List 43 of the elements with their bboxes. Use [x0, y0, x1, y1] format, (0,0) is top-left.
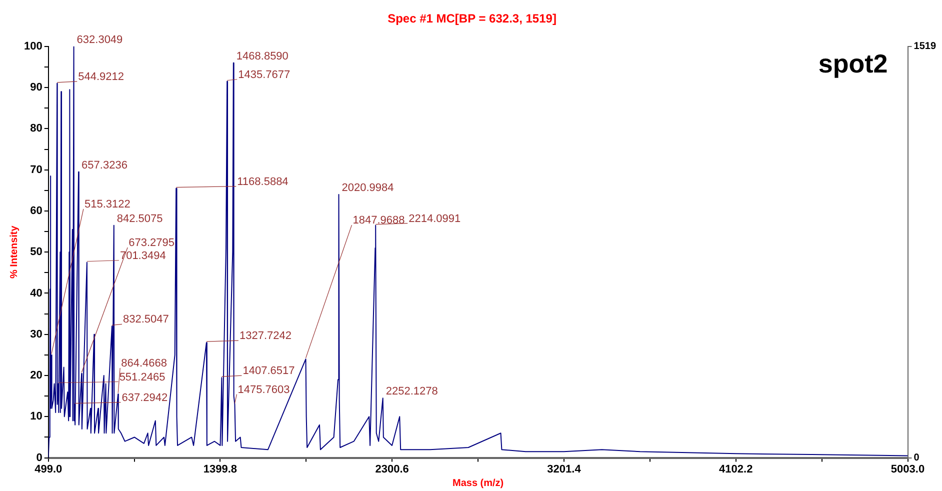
annotation: 657.3236 — [82, 159, 128, 172]
y-tick-label: 80 — [30, 122, 42, 135]
x-tick-label: 1399.8 — [203, 463, 238, 476]
y-tick-label: 90 — [30, 82, 42, 94]
annotation: 1168.5884 — [237, 176, 288, 188]
y-tick-label: 0 — [36, 452, 42, 464]
y-tick-label: 40 — [30, 287, 42, 300]
x-tick-label: 2300.6 — [375, 463, 409, 476]
annotation: 1475.7603 — [238, 384, 290, 396]
annotation: 1327.7242 — [239, 330, 292, 342]
annotation: 864.4668 — [121, 358, 167, 370]
annotation: 1847.9688 — [352, 214, 405, 227]
annotation: 2214.0991 — [408, 212, 461, 225]
annotation: 637.2942 — [122, 392, 168, 404]
annotation: 673.2795 — [128, 236, 174, 249]
annotation: spot2 — [818, 48, 888, 79]
y2-tick-label: 1519 — [914, 41, 936, 52]
x-tick-label: 3201.4 — [547, 463, 582, 476]
annotation: 2020.9984 — [342, 182, 394, 194]
x-tick-label: 4102.2 — [719, 463, 753, 476]
chart-title: Spec #1 MC[BP = 632.3, 1519] — [388, 12, 556, 26]
y-tick-label: 70 — [30, 164, 42, 176]
y-tick-label: 50 — [30, 246, 42, 258]
annotation: 544.9212 — [78, 70, 124, 83]
annotation: 1407.6517 — [242, 365, 295, 378]
annotation: 632.3049 — [76, 34, 123, 46]
y-tick-label: 30 — [30, 328, 42, 340]
y-tick-label: 20 — [30, 370, 42, 382]
annotation: 842.5075 — [116, 212, 163, 225]
x-tick-label: 5003.0 — [890, 463, 925, 476]
annotation: 1468.8590 — [236, 50, 288, 62]
annotation: 832.5047 — [122, 314, 169, 326]
x-tick-label: 499.0 — [34, 463, 62, 476]
x-axis-title: Mass (m/z) — [452, 478, 504, 489]
y-tick-label: 60 — [30, 204, 42, 217]
annotation: 515.3122 — [84, 198, 130, 210]
annotation: 1435.7677 — [238, 68, 290, 81]
y-tick-label: 100 — [24, 40, 42, 52]
annotation: 551.2465 — [119, 371, 166, 384]
y-tick-label: 10 — [30, 410, 42, 423]
y2-tick-label: 0 — [914, 452, 920, 464]
y-axis-title: % Intensity — [8, 225, 20, 278]
annotation: 2252.1278 — [386, 386, 438, 398]
